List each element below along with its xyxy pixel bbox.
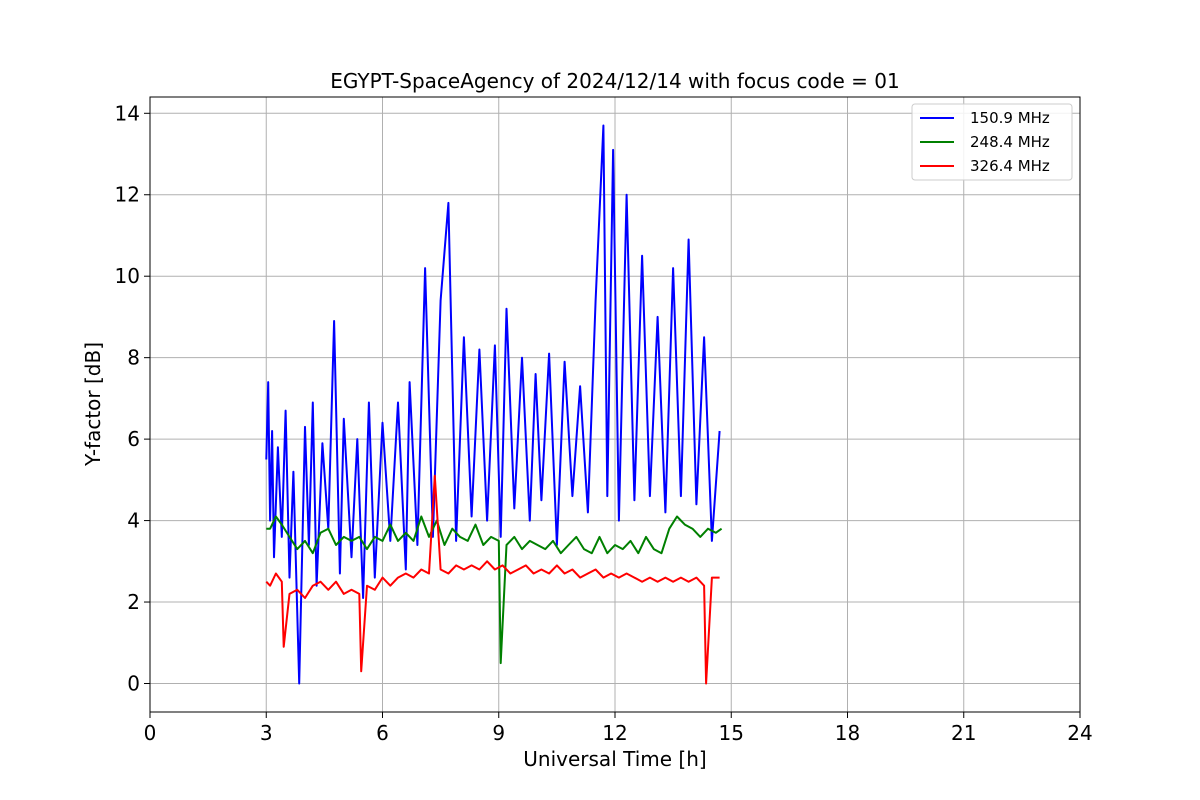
x-tick-label: 15 <box>719 721 744 745</box>
y-tick-label: 10 <box>115 264 140 288</box>
legend-label-3: 326.4 MHz <box>970 157 1050 175</box>
x-axis-label: Universal Time [h] <box>523 747 706 771</box>
y-tick-label: 0 <box>127 671 140 695</box>
y-tick-label: 14 <box>115 101 140 125</box>
x-tick-label: 21 <box>951 721 976 745</box>
chart-title: EGYPT-SpaceAgency of 2024/12/14 with foc… <box>330 69 899 93</box>
legend: 150.9 MHz 248.4 MHz 326.4 MHz <box>911 103 1073 181</box>
series-layer <box>265 124 723 685</box>
legend-box <box>911 103 1073 181</box>
y-axis-label: Y-factor [dB] <box>81 342 105 467</box>
x-tick-label: 24 <box>1067 721 1092 745</box>
series-line-1 <box>265 124 721 685</box>
x-tick-label: 12 <box>602 721 627 745</box>
x-tick-label: 6 <box>376 721 389 745</box>
series-line-3 <box>265 474 720 685</box>
legend-label-2: 248.4 MHz <box>970 133 1050 151</box>
series-line-2 <box>266 515 723 665</box>
y-tick-label: 4 <box>127 509 140 533</box>
x-tick-label: 0 <box>144 721 157 745</box>
y-tick-label: 2 <box>127 590 140 614</box>
y-tick-label: 8 <box>127 346 140 370</box>
y-tick-label: 6 <box>127 427 140 451</box>
x-tick-label: 18 <box>835 721 860 745</box>
y-tick-label: 12 <box>115 183 140 207</box>
legend-label-1: 150.9 MHz <box>970 109 1050 127</box>
x-tick-label: 3 <box>260 721 273 745</box>
x-tick-label: 9 <box>492 721 505 745</box>
